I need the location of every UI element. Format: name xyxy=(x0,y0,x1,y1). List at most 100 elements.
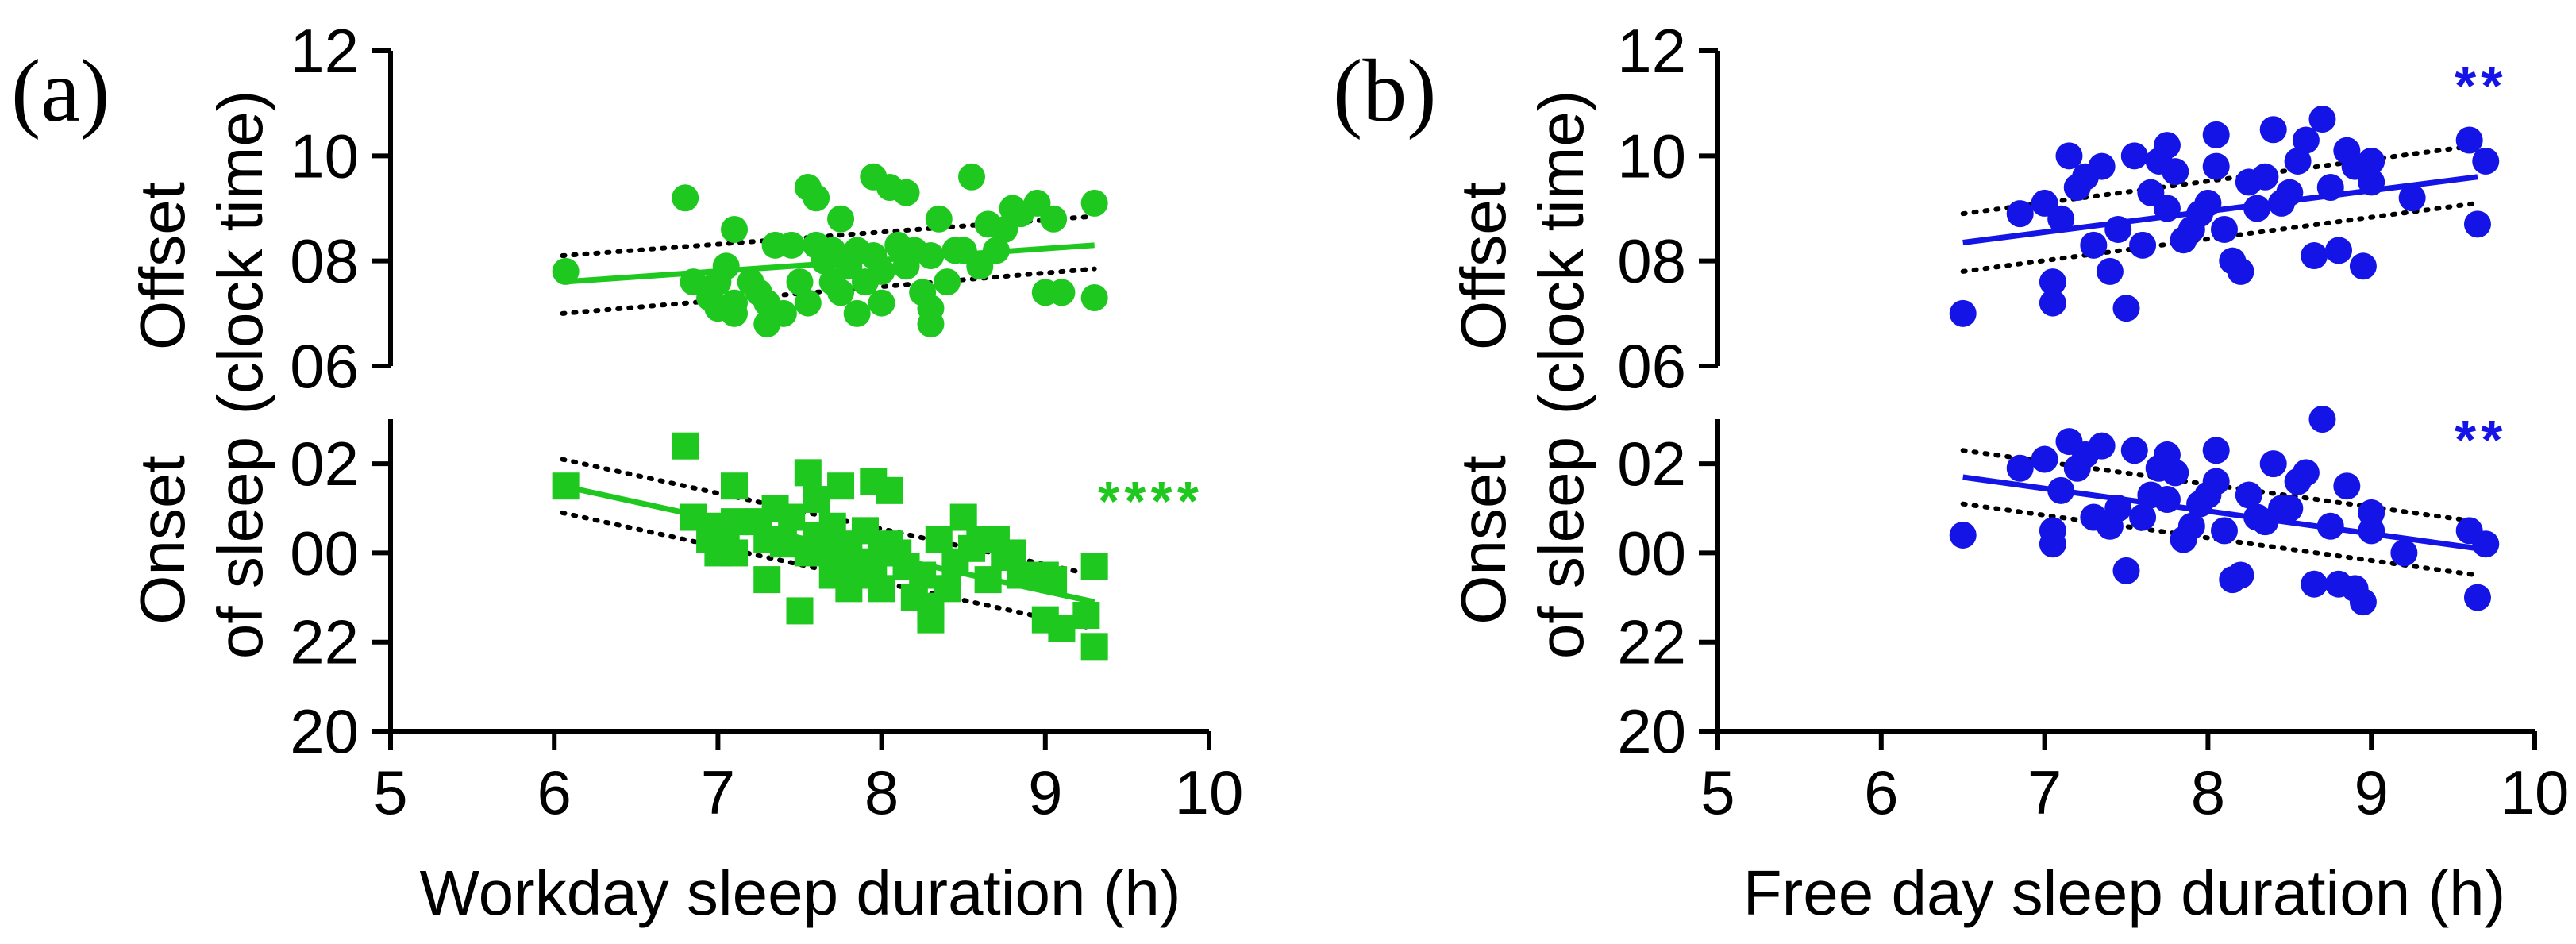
panel-a-label: (a) xyxy=(11,42,110,141)
data-point xyxy=(2349,252,2377,280)
data-point xyxy=(1080,283,1108,311)
data-point xyxy=(2088,432,2116,460)
data-point xyxy=(925,205,953,233)
data-point xyxy=(1040,205,1068,233)
data-point xyxy=(2358,147,2385,175)
data-point xyxy=(958,163,986,191)
data-point xyxy=(2235,481,2262,509)
ci-lower-line xyxy=(560,510,1097,631)
data-point xyxy=(2120,142,2148,170)
data-point xyxy=(794,459,822,487)
panel-a-offset-y-title-line1: Offset xyxy=(127,182,198,350)
data-point xyxy=(934,268,961,296)
y-tick-label: 02 xyxy=(1617,429,1686,499)
x-tick-label: 6 xyxy=(1864,757,1898,827)
y-tick-label: 10 xyxy=(1617,121,1686,191)
data-point xyxy=(2210,215,2238,243)
ci-upper-line xyxy=(1960,143,2480,217)
data-point xyxy=(1072,602,1100,630)
data-point xyxy=(2153,132,2181,160)
data-point xyxy=(2292,126,2320,154)
data-point xyxy=(721,299,749,327)
x-tick-label: 8 xyxy=(2191,757,2225,827)
panel-b-offset-y-title-line1: Offset xyxy=(1448,182,1519,350)
data-point xyxy=(2031,445,2058,473)
data-point xyxy=(876,476,903,504)
data-point xyxy=(1080,553,1108,580)
data-point xyxy=(2276,495,2304,522)
data-point xyxy=(672,184,699,212)
y-tick-label: 08 xyxy=(290,226,359,296)
data-point xyxy=(1080,189,1108,217)
data-point xyxy=(2120,437,2148,464)
data-point xyxy=(721,472,749,500)
data-point xyxy=(753,566,781,594)
panel-b-offset-plot: 06 08 10 12 xyxy=(1617,16,2500,401)
data-point xyxy=(786,268,814,296)
data-point xyxy=(2202,152,2230,180)
panel-a-offset-plot: 06 08 10 12 xyxy=(290,16,1108,401)
panel-b-x-axis-title: Free day sleep duration (h) xyxy=(1743,857,2506,928)
data-point xyxy=(1048,279,1076,306)
panel-b-label: (b) xyxy=(1333,42,1437,141)
data-point xyxy=(2112,557,2140,584)
data-point xyxy=(868,575,895,603)
x-tick-label: 9 xyxy=(2355,757,2389,827)
x-tick-label: 7 xyxy=(2027,757,2062,827)
data-point xyxy=(892,179,920,206)
data-point xyxy=(843,299,871,327)
data-point xyxy=(778,503,806,531)
data-point xyxy=(778,231,806,259)
data-point xyxy=(2177,512,2205,540)
data-point xyxy=(2080,231,2108,259)
x-tick-label: 5 xyxy=(373,757,407,827)
y-tick-label: 12 xyxy=(290,16,359,86)
panel-b: (b) 06 08 10 12 20 22 00 02 5 6 7 8 9 10 Free day sl… xyxy=(1333,16,2569,928)
y-tick-label: 10 xyxy=(290,121,359,191)
data-point xyxy=(1949,521,1977,549)
data-point xyxy=(2162,459,2189,487)
data-point xyxy=(2472,530,2500,558)
data-point xyxy=(2259,116,2287,144)
x-tick-label: 5 xyxy=(1700,757,1735,827)
panel-b-onset-plot: 20 22 00 02 5 6 7 8 9 10 xyxy=(1617,406,2569,827)
data-point xyxy=(2463,210,2491,238)
data-point xyxy=(827,279,855,306)
y-tick-label: 22 xyxy=(1617,607,1686,677)
y-tick-label: 12 xyxy=(1617,16,1686,86)
data-point xyxy=(835,575,863,603)
data-point xyxy=(2055,142,2083,170)
data-point xyxy=(2308,106,2336,133)
data-point xyxy=(827,472,855,500)
panel-b-onset-y-title-line2: of sleep xyxy=(1526,437,1596,659)
data-point xyxy=(552,257,580,285)
data-point xyxy=(769,299,797,327)
y-tick-label: 00 xyxy=(290,518,359,588)
data-point xyxy=(721,215,749,243)
y-tick-label: 20 xyxy=(290,696,359,766)
x-tick-label: 10 xyxy=(2501,757,2570,827)
data-point xyxy=(2210,517,2238,545)
data-point xyxy=(786,597,814,625)
data-point xyxy=(803,486,830,514)
data-point xyxy=(2039,530,2066,558)
panel-a-onset-y-title-line1: Onset xyxy=(127,455,198,624)
data-point xyxy=(868,289,895,317)
regression-line xyxy=(561,483,1095,605)
data-point xyxy=(2112,295,2140,322)
y-tick-label: 06 xyxy=(290,331,359,401)
regression-line xyxy=(562,242,1095,285)
y-tick-label: 22 xyxy=(290,607,359,677)
data-point xyxy=(672,432,699,460)
regression-line xyxy=(1962,474,2478,552)
data-point xyxy=(2349,588,2377,616)
data-point xyxy=(2096,257,2124,285)
data-point xyxy=(803,184,830,212)
data-point xyxy=(1949,299,1977,327)
data-point xyxy=(827,205,855,233)
x-tick-label: 9 xyxy=(1028,757,1062,827)
panel-b-onset-y-title-line1: Onset xyxy=(1448,455,1519,624)
y-tick-label: 00 xyxy=(1617,518,1686,588)
panel-a-offset-y-title-line2: (clock time) xyxy=(205,91,275,415)
data-point xyxy=(2129,503,2157,531)
